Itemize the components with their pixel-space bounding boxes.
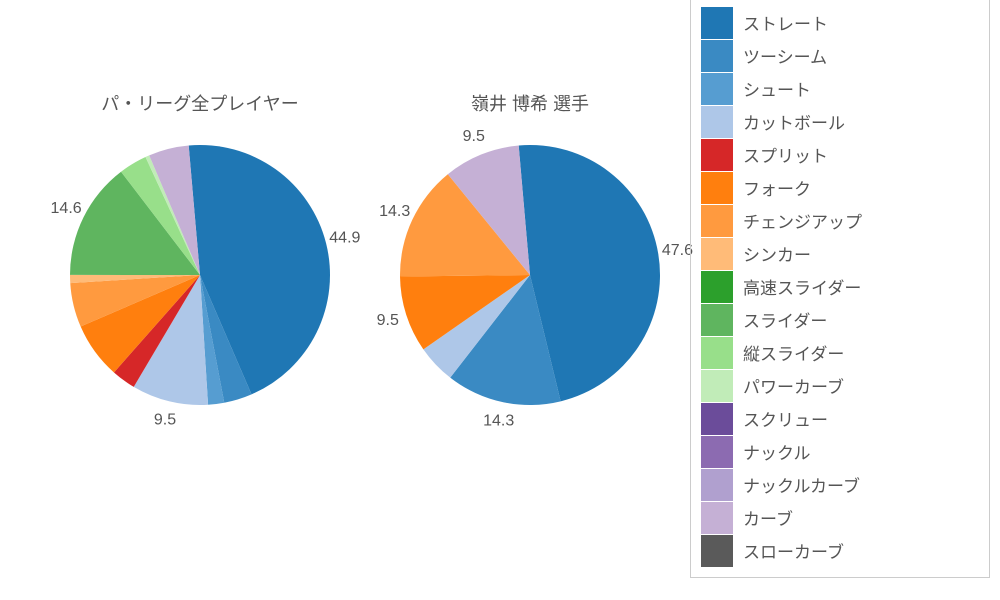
legend-swatch (701, 337, 733, 369)
legend-item: スクリュー (701, 402, 979, 435)
legend-label: ナックルカーブ (743, 472, 860, 497)
legend-swatch (701, 535, 733, 567)
legend-item: カットボール (701, 105, 979, 138)
legend-swatch (701, 436, 733, 468)
pie-chart: 47.6 14.3 9.5 14.3 9.5 (350, 95, 710, 455)
legend-swatch (701, 370, 733, 402)
legend-item: 高速スライダー (701, 270, 979, 303)
legend-item: シュート (701, 72, 979, 105)
slice-label: 47.6 (662, 242, 693, 259)
legend-label: スライダー (743, 307, 827, 332)
legend-item: カーブ (701, 501, 979, 534)
legend-label: カーブ (743, 505, 793, 530)
legend-swatch (701, 304, 733, 336)
legend-swatch (701, 172, 733, 204)
legend-item: 縦スライダー (701, 336, 979, 369)
slice-label: 9.5 (377, 312, 399, 329)
legend-label: ナックル (743, 439, 811, 464)
legend-swatch (701, 403, 733, 435)
slice-label: 9.5 (463, 128, 485, 145)
legend: ストレートツーシームシュートカットボールスプリットフォークチェンジアップシンカー… (690, 0, 990, 578)
legend-swatch (701, 238, 733, 270)
legend-swatch (701, 40, 733, 72)
legend-label: パワーカーブ (743, 373, 844, 398)
legend-swatch (701, 73, 733, 105)
legend-label: ツーシーム (743, 43, 827, 68)
slice-label: 14.3 (483, 412, 514, 429)
legend-swatch (701, 205, 733, 237)
legend-item: チェンジアップ (701, 204, 979, 237)
legend-label: カットボール (743, 109, 845, 134)
legend-item: ツーシーム (701, 39, 979, 72)
legend-swatch (701, 106, 733, 138)
legend-label: 縦スライダー (743, 340, 844, 365)
legend-label: スクリュー (743, 406, 828, 431)
legend-item: フォーク (701, 171, 979, 204)
slice-label: 14.3 (379, 203, 410, 220)
legend-item: ストレート (701, 6, 979, 39)
legend-label: チェンジアップ (743, 208, 862, 233)
legend-swatch (701, 502, 733, 534)
legend-item: ナックル (701, 435, 979, 468)
legend-swatch (701, 139, 733, 171)
legend-label: シュート (743, 76, 811, 101)
legend-label: スプリット (743, 142, 828, 167)
legend-label: ストレート (743, 10, 828, 35)
legend-item: スライダー (701, 303, 979, 336)
legend-item: ナックルカーブ (701, 468, 979, 501)
pie-chart: 44.99.514.6 (20, 95, 380, 455)
slice-label: 14.6 (51, 200, 82, 217)
legend-swatch (701, 7, 733, 39)
legend-swatch (701, 469, 733, 501)
legend-label: シンカー (743, 241, 811, 266)
legend-item: スプリット (701, 138, 979, 171)
chart-area: パ・リーグ全プレイヤー44.99.514.6嶺井 博希 選手47.614.39.… (0, 0, 685, 600)
legend-label: 高速スライダー (743, 274, 861, 299)
legend-item: パワーカーブ (701, 369, 979, 402)
slice-label: 9.5 (154, 411, 176, 428)
legend-label: フォーク (743, 175, 811, 200)
legend-item: シンカー (701, 237, 979, 270)
legend-item: スローカーブ (701, 534, 979, 567)
legend-label: スローカーブ (743, 538, 844, 563)
legend-swatch (701, 271, 733, 303)
